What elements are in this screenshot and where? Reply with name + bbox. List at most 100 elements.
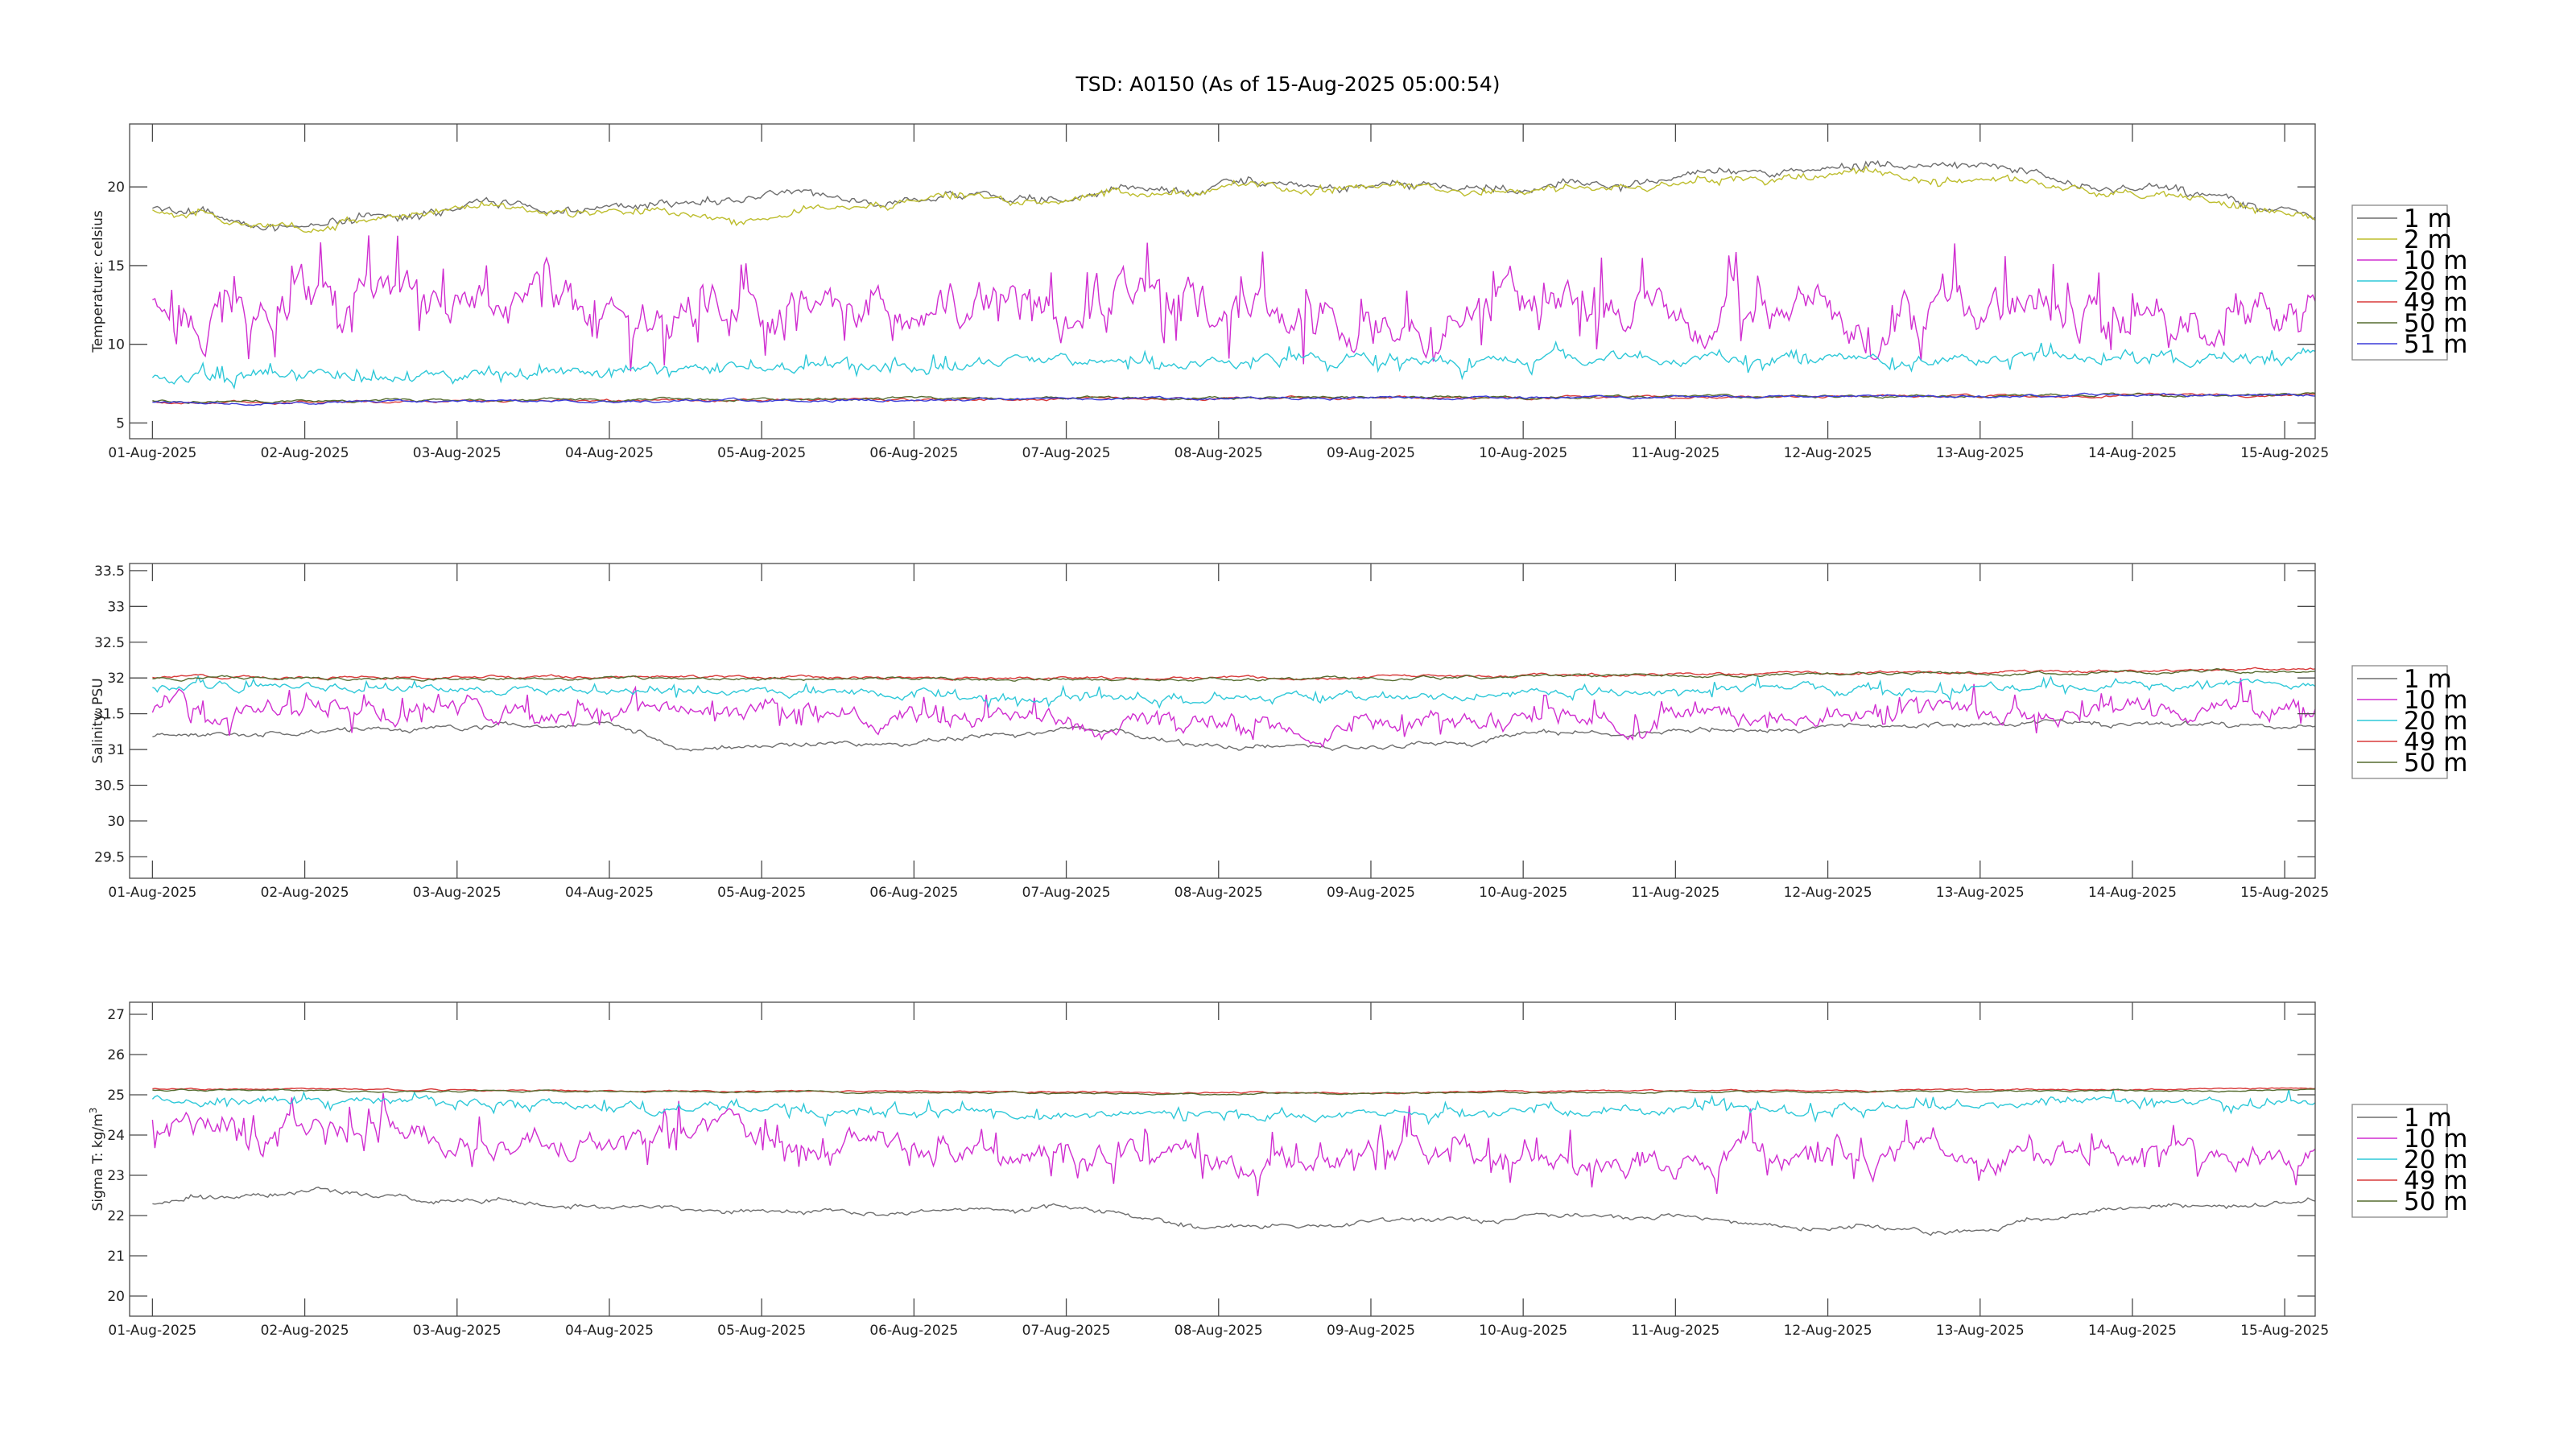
series-line-1m: [152, 159, 2315, 232]
y-tick-label: 25: [107, 1088, 125, 1104]
x-tick-label: 05-Aug-2025: [717, 1323, 806, 1339]
y-axis-label: Salinity: PSU: [90, 678, 106, 763]
legend-box: [2351, 665, 2448, 779]
series-group: [151, 1087, 2315, 1236]
x-tick-label: 15-Aug-2025: [2240, 445, 2329, 461]
x-tick-label: 09-Aug-2025: [1327, 445, 1415, 461]
x-tick-label: 11-Aug-2025: [1631, 445, 1719, 461]
x-tick-label: 13-Aug-2025: [1936, 445, 2025, 461]
legend-entry: 10 m: [2404, 246, 2468, 275]
x-tick-label: 04-Aug-2025: [565, 885, 654, 901]
legend-entry: 20 m: [2404, 267, 2468, 296]
x-tick-label: 06-Aug-2025: [869, 1323, 958, 1339]
y-tick-label: 10: [107, 337, 125, 353]
y-tick-label: 5: [116, 415, 125, 431]
x-tick-label: 09-Aug-2025: [1327, 885, 1415, 901]
y-tick-label: 30.5: [94, 778, 125, 794]
panels: 01-Aug-2025 02-Aug-2025 03-Aug-2025 04-Aug-…: [88, 123, 2468, 1339]
x-tick-label: 08-Aug-2025: [1174, 445, 1263, 461]
x-tick-label: 04-Aug-2025: [565, 1323, 654, 1339]
x-tick-label: 08-Aug-2025: [1174, 1323, 1263, 1339]
x-tick-label: 02-Aug-2025: [261, 1323, 349, 1339]
legend-entry: 50 m: [2404, 309, 2468, 338]
x-tick-label: 06-Aug-2025: [869, 445, 958, 461]
y-tick-label: 33: [107, 599, 125, 615]
x-tick-label: 07-Aug-2025: [1022, 1323, 1111, 1339]
x-tick-label: 03-Aug-2025: [413, 1323, 502, 1339]
x-tick-label: 12-Aug-2025: [1784, 1323, 1872, 1339]
y-tick-label: 31.5: [94, 707, 125, 723]
y-axis-label-superscript: 3: [88, 1108, 99, 1114]
legend-entry: 10 m: [2404, 686, 2468, 715]
x-tick-label: 07-Aug-2025: [1022, 885, 1111, 901]
x-tick-label: 15-Aug-2025: [2240, 1323, 2329, 1339]
x-tick-label: 12-Aug-2025: [1784, 445, 1872, 461]
legend-box: [2351, 204, 2448, 361]
axes-frame: [129, 1001, 2316, 1317]
x-tick-label: 14-Aug-2025: [2088, 1323, 2177, 1339]
chart-panel-1: 01-Aug-2025 02-Aug-2025 03-Aug-2025 04-Aug-…: [90, 123, 2468, 461]
y-tick-label: 20: [107, 180, 125, 196]
axes-frame: [129, 123, 2316, 440]
series-line-20m: [151, 340, 2315, 390]
y-axis-label: Sigma T: kg/m3: [88, 1108, 106, 1212]
legend-entry: 50 m: [2404, 1187, 2468, 1216]
axes-frame: [129, 563, 2316, 879]
x-tick-label: 14-Aug-2025: [2088, 445, 2177, 461]
x-tick-label: 11-Aug-2025: [1631, 885, 1719, 901]
x-tick-label: 02-Aug-2025: [261, 885, 349, 901]
y-tick-label: 27: [107, 1007, 125, 1023]
chart-panel-2: 01-Aug-2025 02-Aug-2025 03-Aug-2025 04-Aug-…: [90, 563, 2468, 901]
series-group: [151, 159, 2315, 407]
x-tick-label: 13-Aug-2025: [1936, 1323, 2025, 1339]
series-line-10m: [152, 235, 2315, 372]
y-tick-label: 29.5: [94, 849, 125, 865]
legend-entry: 49 m: [2404, 288, 2468, 317]
series-line-49m: [152, 1087, 2315, 1095]
legend-entry: 51 m: [2404, 330, 2468, 359]
x-tick-label: 07-Aug-2025: [1022, 445, 1111, 461]
legend: 1 m10 m20 m49 m50 m: [2351, 665, 2468, 779]
legend-entry: 20 m: [2404, 707, 2468, 736]
legend-entry: 1 m: [2404, 204, 2452, 233]
x-tick-label: 15-Aug-2025: [2240, 885, 2329, 901]
series-line-2m: [152, 165, 2315, 233]
legend-entry: 1 m: [2404, 665, 2452, 694]
legend-entry: 2 m: [2404, 225, 2452, 254]
y-tick-label: 30: [107, 814, 125, 830]
series-line-20m: [152, 675, 2315, 709]
y-tick-label: 23: [107, 1168, 125, 1184]
legend: 1 m10 m20 m49 m50 m: [2351, 1104, 2468, 1218]
series-group: [151, 667, 2315, 752]
y-tick-label: 32.5: [94, 635, 125, 651]
legend-entry: 20 m: [2404, 1146, 2468, 1174]
legend-entry: 10 m: [2404, 1125, 2468, 1154]
x-tick-label: 01-Aug-2025: [108, 445, 196, 461]
x-tick-label: 05-Aug-2025: [717, 445, 806, 461]
y-tick-label: 33.5: [94, 564, 125, 580]
legend: 1 m2 m10 m20 m49 m50 m51 m: [2351, 204, 2468, 361]
series-line-1m: [152, 719, 2315, 752]
y-tick-label: 26: [107, 1047, 125, 1063]
y-tick-label: 24: [107, 1128, 125, 1144]
y-tick-label: 22: [107, 1208, 125, 1224]
series-line-10m: [151, 1092, 2315, 1196]
series-line-10m: [151, 678, 2315, 749]
x-tick-label: 04-Aug-2025: [565, 445, 654, 461]
x-tick-label: 08-Aug-2025: [1174, 885, 1263, 901]
y-tick-label: 20: [107, 1289, 125, 1305]
x-tick-label: 05-Aug-2025: [717, 885, 806, 901]
y-tick-label: 15: [107, 258, 125, 275]
x-tick-label: 03-Aug-2025: [413, 445, 502, 461]
legend-entry: 49 m: [2404, 728, 2468, 757]
series-line-50m: [152, 667, 2315, 682]
x-tick-label: 13-Aug-2025: [1936, 885, 2025, 901]
x-tick-label: 11-Aug-2025: [1631, 1323, 1719, 1339]
series-line-1m: [152, 1187, 2315, 1236]
legend-entry: 49 m: [2404, 1166, 2468, 1195]
x-tick-label: 10-Aug-2025: [1479, 445, 1567, 461]
y-tick-label: 21: [107, 1249, 125, 1265]
x-tick-label: 09-Aug-2025: [1327, 1323, 1415, 1339]
x-tick-label: 03-Aug-2025: [413, 885, 502, 901]
